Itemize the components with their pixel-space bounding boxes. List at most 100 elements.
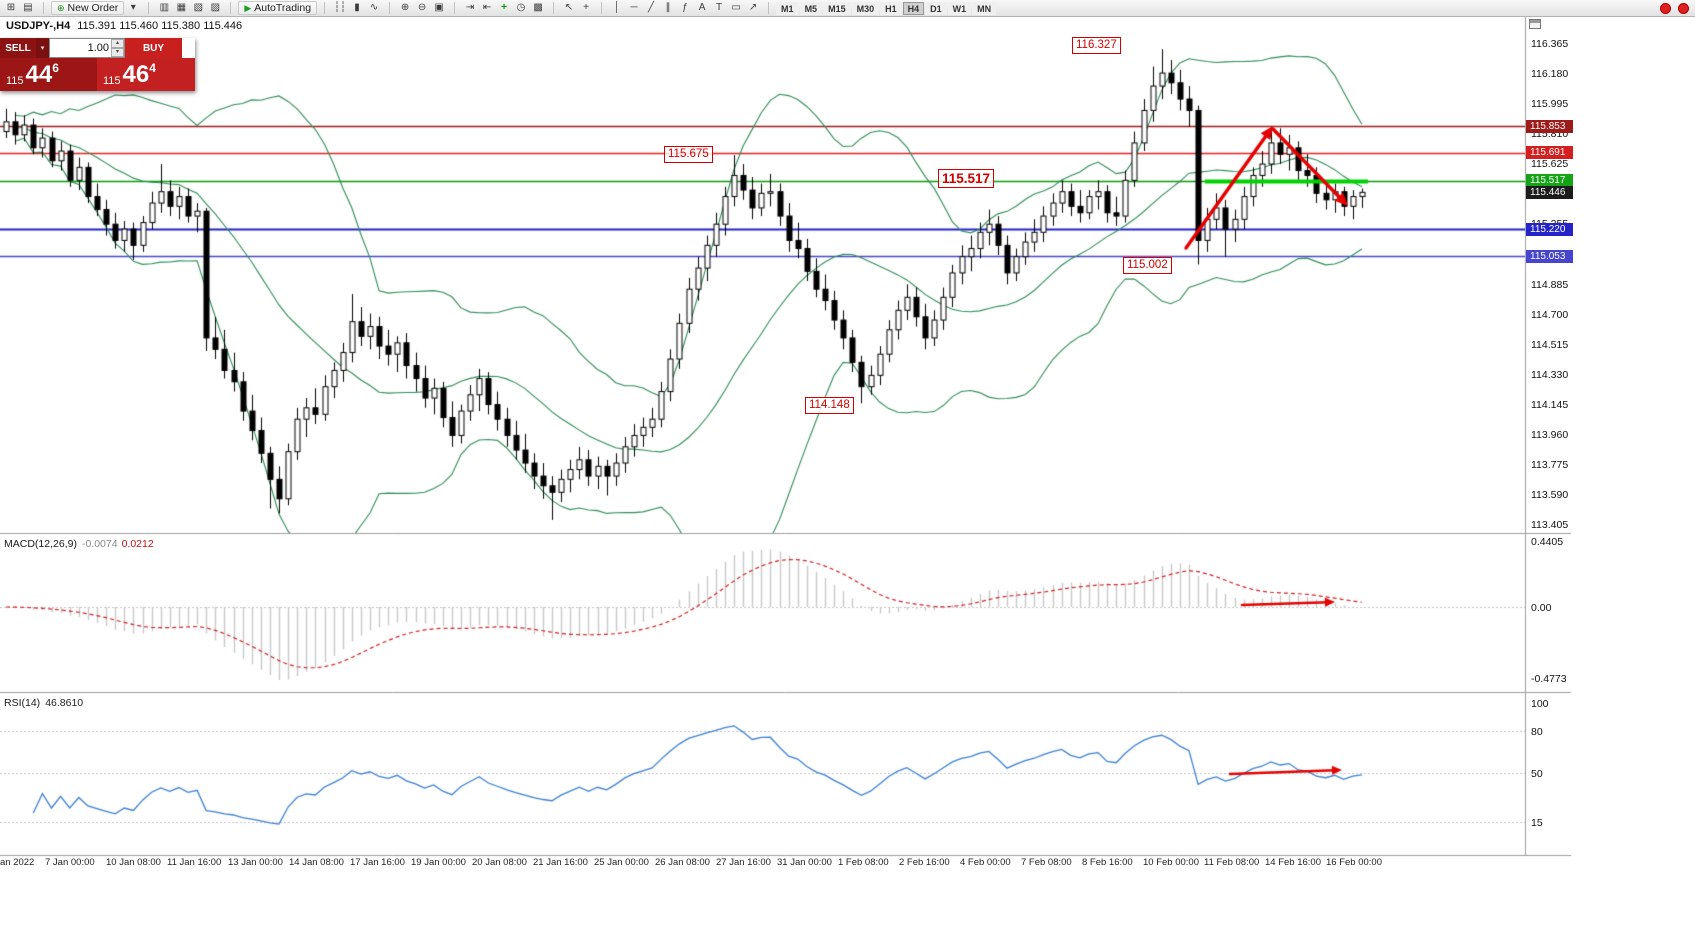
trade-prices-row: 115 44 6 115 46 4 bbox=[0, 58, 195, 91]
timeframe-d1-button[interactable]: D1 bbox=[925, 1, 947, 15]
time-axis-label: 31 Jan 00:00 bbox=[777, 857, 832, 868]
time-axis-label: 11 Jan 16:00 bbox=[167, 857, 222, 868]
time-axis-label: 17 Jan 16:00 bbox=[350, 857, 405, 868]
toolbar: ⊞ ▤ ⊕ New Order ▾ ▥ ▦ ▧ ▨ ▶ AutoTrading ┆┆ ▮ ∿ ⊕ ⊖ ▣ ⇥ ⇤ + ◷… bbox=[0, 0, 1695, 17]
rsi-tick-label: 50 bbox=[1531, 768, 1543, 780]
price-tick-label: 113.960 bbox=[1531, 428, 1569, 441]
time-axis-label: 10 Jan 08:00 bbox=[106, 857, 161, 868]
volume-decrease-button[interactable]: ▾ bbox=[111, 48, 124, 57]
horizontal-line-icon[interactable]: ─ bbox=[630, 2, 638, 13]
price-tick-label: 114.885 bbox=[1531, 278, 1569, 291]
new-order-icon: ⊕ bbox=[57, 2, 65, 13]
price-badge[interactable]: 115.517 bbox=[1526, 174, 1573, 188]
time-axis-label: 4 Feb 00:00 bbox=[960, 857, 1011, 868]
time-axis-label: 7 Jan 00:00 bbox=[45, 857, 95, 868]
price-tick-label: 116.365 bbox=[1531, 38, 1569, 50]
time-axis-label: 20 Jan 08:00 bbox=[472, 857, 527, 868]
timeframe-clock-icon[interactable]: ◷ bbox=[516, 2, 526, 13]
time-axis: an 2022 7 Jan 00:00 10 Jan 08:00 11 Jan 16:… bbox=[0, 857, 1525, 871]
price-callout: 115.002 bbox=[1123, 257, 1172, 274]
navigator-icon[interactable]: ▧ bbox=[193, 2, 204, 13]
timeframe-m1-button[interactable]: M1 bbox=[776, 1, 799, 15]
auto-scroll-icon[interactable]: ⇥ bbox=[465, 2, 475, 13]
autotrading-button[interactable]: ▶ AutoTrading bbox=[238, 1, 318, 15]
toolbar-separator bbox=[148, 2, 150, 14]
price-tick-label: 114.330 bbox=[1531, 368, 1569, 381]
new-chart-icon[interactable]: ⊞ bbox=[6, 2, 16, 13]
toolbar-separator bbox=[601, 2, 603, 14]
one-click-trading-panel: SELL ▾ ▴ ▾ BUY 115 44 6 115 46 4 bbox=[0, 38, 195, 91]
timeframe-w1-button[interactable]: W1 bbox=[947, 1, 972, 15]
restore-window-icon[interactable] bbox=[1529, 19, 1541, 29]
price-badge[interactable]: 115.220 bbox=[1526, 222, 1573, 236]
crosshair-icon[interactable]: + bbox=[583, 2, 589, 13]
timeframe-mn-button[interactable]: MN bbox=[972, 1, 997, 15]
zoom-out-icon[interactable]: ⊖ bbox=[417, 2, 427, 13]
timeframe-m15-button[interactable]: M15 bbox=[823, 1, 851, 15]
price-badge[interactable]: 115.853 bbox=[1526, 119, 1573, 133]
zoom-in-icon[interactable]: ⊕ bbox=[400, 2, 410, 13]
price-badge[interactable]: 115.053 bbox=[1526, 249, 1573, 263]
bid-price-display[interactable]: 115 44 6 bbox=[0, 58, 97, 91]
price-tick-label: 115.625 bbox=[1531, 158, 1569, 171]
chevron-down-icon[interactable]: ▾ bbox=[130, 2, 136, 13]
price-axis: 116.365116.180115.995115.810115.625115.4… bbox=[1526, 0, 1586, 939]
time-axis-label: 14 Jan 08:00 bbox=[289, 857, 344, 868]
price-tick-label: 114.515 bbox=[1531, 338, 1569, 351]
macd-main-value: -0.0074 bbox=[81, 538, 118, 550]
timeframe-h1-button[interactable]: H1 bbox=[880, 1, 902, 15]
volume-increase-button[interactable]: ▴ bbox=[111, 39, 124, 48]
ask-price-display[interactable]: 115 46 4 bbox=[97, 58, 195, 91]
sell-button[interactable]: SELL bbox=[0, 38, 36, 58]
terminal-icon[interactable]: ▨ bbox=[210, 2, 221, 13]
buy-button[interactable]: BUY bbox=[125, 38, 182, 58]
timeframe-m30-button[interactable]: M30 bbox=[851, 1, 880, 15]
line-chart-icon[interactable]: ∿ bbox=[369, 2, 379, 13]
rsi-indicator-label: RSI(14) 46.8610 bbox=[4, 697, 83, 709]
price-callout: 115.675 bbox=[664, 146, 713, 163]
time-axis-label: 1 Feb 08:00 bbox=[838, 857, 889, 868]
text-icon[interactable]: A bbox=[698, 2, 706, 13]
macd-tick-label: 0.00 bbox=[1531, 602, 1552, 614]
fibonacci-icon[interactable]: ƒ bbox=[682, 2, 688, 13]
bar-chart-icon[interactable]: ┆┆ bbox=[334, 2, 347, 13]
toolbar-button-label: New Order bbox=[67, 2, 119, 14]
vertical-line-icon[interactable]: │ bbox=[613, 2, 621, 13]
rsi-value: 46.8610 bbox=[45, 697, 84, 709]
arrows-icon[interactable]: ↗ bbox=[748, 2, 758, 13]
macd-tick-label: -0.4773 bbox=[1531, 673, 1567, 686]
price-tick-label: 113.775 bbox=[1531, 458, 1569, 471]
label-icon[interactable]: T bbox=[715, 2, 723, 13]
price-badge[interactable]: 115.691 bbox=[1526, 146, 1573, 160]
time-axis-label: 19 Jan 00:00 bbox=[411, 857, 466, 868]
new-order-button[interactable]: ⊕ New Order bbox=[51, 1, 125, 15]
time-axis-label: 14 Feb 16:00 bbox=[1265, 857, 1321, 868]
cursor-icon[interactable]: ↖ bbox=[564, 2, 574, 13]
price-tick-label: 114.700 bbox=[1531, 308, 1569, 321]
recording-indicator-icon bbox=[1660, 2, 1671, 14]
volume-input[interactable] bbox=[50, 39, 111, 57]
shapes-icon[interactable]: ▭ bbox=[731, 2, 741, 13]
ask-pip-digit: 4 bbox=[149, 61, 156, 75]
chart-shift-icon[interactable]: ⇤ bbox=[482, 2, 492, 13]
toolbar-separator bbox=[768, 2, 770, 14]
templates-icon[interactable]: ▩ bbox=[533, 2, 543, 13]
indicators-icon[interactable]: + bbox=[501, 2, 507, 13]
price-badge[interactable]: 115.446 bbox=[1526, 185, 1573, 199]
candlestick-chart-icon[interactable]: ▮ bbox=[354, 2, 360, 13]
channel-icon[interactable]: ∥ bbox=[665, 2, 671, 13]
tile-windows-icon[interactable]: ▣ bbox=[434, 2, 444, 13]
data-window-icon[interactable]: ▦ bbox=[176, 2, 187, 13]
timeframe-h4-button[interactable]: H4 bbox=[902, 1, 925, 15]
trendline-icon[interactable]: ╱ bbox=[648, 2, 655, 13]
timeframe-m5-button[interactable]: M5 bbox=[799, 1, 823, 15]
price-callout: 115.517 bbox=[938, 169, 995, 188]
time-axis-label: 21 Jan 16:00 bbox=[533, 857, 588, 868]
time-axis-label: 7 Feb 08:00 bbox=[1021, 857, 1072, 868]
chart-profiles-icon[interactable]: ▤ bbox=[23, 2, 33, 13]
toolbar-separator bbox=[553, 2, 555, 14]
toolbar-separator bbox=[389, 2, 391, 14]
trade-options-dropdown[interactable]: ▾ bbox=[36, 38, 49, 58]
market-watch-icon[interactable]: ▥ bbox=[159, 2, 170, 13]
